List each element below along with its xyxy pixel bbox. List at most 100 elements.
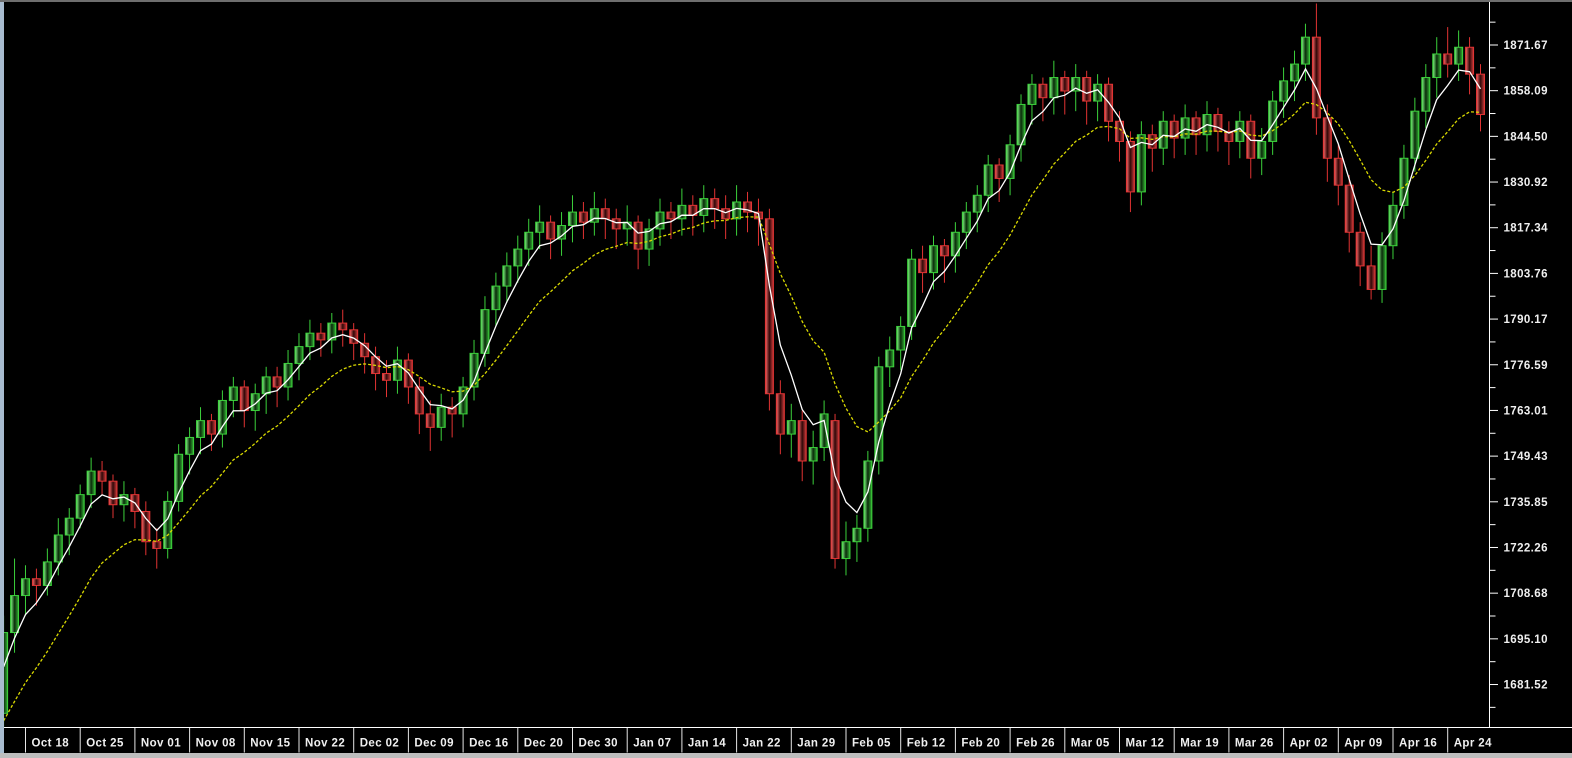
time-axis[interactable]: Oct 18 Oct 25 Nov 01 Nov 08 Nov 15 Nov 22 Dec …: [0, 727, 1572, 753]
candle-78: [852, 514, 862, 562]
candle-body-up: [863, 460, 873, 529]
candle-132: [1443, 27, 1453, 78]
candle-body-down: [830, 420, 840, 560]
candle-116: [1268, 90, 1278, 155]
date-tick-label: Dec 02: [360, 738, 399, 750]
candle-103: [1125, 131, 1135, 213]
date-tick-label: Nov 15: [250, 738, 290, 750]
candle-body-down: [316, 332, 326, 341]
candle-135: [1476, 64, 1485, 132]
candle-41: [447, 397, 457, 438]
candle-body-up: [64, 517, 74, 536]
candle-17: [185, 427, 195, 475]
date-tick-label: Feb 20: [961, 738, 1000, 750]
candle-27: [294, 333, 304, 381]
candle-94: [1027, 74, 1037, 125]
date-tick-label: Feb 26: [1016, 738, 1055, 750]
candle-72: [786, 403, 796, 458]
candle-body-up: [228, 386, 238, 401]
candle-body-down: [1311, 36, 1321, 119]
candle-body-up: [75, 494, 85, 519]
candle-18: [196, 407, 206, 455]
date-tick-label: Apr 24: [1454, 738, 1492, 750]
candle-body-down: [666, 211, 676, 220]
candle-body-up: [732, 201, 742, 220]
candle-8: [86, 457, 96, 509]
candle-128: [1399, 144, 1409, 219]
candle-body-down: [206, 420, 216, 435]
candle-body-up: [1432, 53, 1442, 79]
candle-body-up: [1454, 46, 1464, 65]
candle-body-up: [841, 541, 851, 560]
candle-body-up: [163, 500, 173, 549]
candle-53: [578, 201, 588, 239]
candle-3: [31, 568, 41, 606]
date-tick-label: Apr 09: [1344, 738, 1382, 750]
price-axis[interactable]: 1871.67 1858.09 1844.50 1830.92 1817.34 1803.…: [1489, 2, 1549, 728]
candle-88: [961, 201, 971, 250]
date-tick-label: Apr 16: [1399, 738, 1437, 750]
candle-38: [414, 376, 424, 435]
candle-76: [830, 413, 840, 569]
candle-body-up: [961, 211, 971, 233]
candle-body-up: [885, 349, 895, 368]
candle-body-up: [250, 393, 260, 412]
candle-75: [819, 400, 829, 461]
candle-14: [152, 528, 162, 569]
date-tick-label: Nov 01: [141, 738, 181, 750]
candle-body-down: [721, 208, 731, 220]
candle-body-down: [1443, 53, 1453, 65]
candle-body-up: [874, 366, 884, 462]
candle-54: [589, 191, 599, 236]
candle-47: [513, 235, 523, 283]
price-tick-label: 1735.85: [1504, 497, 1549, 509]
price-tick-label: 1790.17: [1504, 314, 1548, 326]
candle-body-down: [152, 541, 162, 549]
candle-body-up: [907, 258, 917, 327]
date-tick-label: Dec 16: [469, 738, 508, 750]
candle-131: [1432, 37, 1442, 98]
candle-body-up: [392, 359, 402, 381]
candle-body-up: [644, 228, 654, 250]
candle-body-up: [1300, 36, 1310, 65]
candle-46: [502, 252, 512, 303]
candle-body-down: [1476, 73, 1485, 116]
candle-body-up: [119, 494, 129, 506]
candle-body-up: [567, 211, 577, 227]
date-tick-label: Mar 05: [1071, 738, 1110, 750]
candle-body-down: [1333, 157, 1343, 186]
candle-body-down: [600, 208, 610, 220]
candle-9: [97, 460, 107, 495]
candle-body-down: [764, 218, 774, 395]
candle-134: [1465, 37, 1475, 95]
candle-body-up: [655, 211, 665, 230]
candle-100: [1093, 74, 1103, 122]
date-tick-label: Dec 09: [414, 738, 453, 750]
candle-body-down: [939, 245, 949, 257]
candle-body-up: [699, 198, 709, 216]
candle-body-down: [349, 329, 359, 344]
candle-body-up: [1257, 140, 1267, 159]
candle-86: [939, 238, 949, 283]
candle-body-up: [1399, 157, 1409, 206]
candle-body-up: [1027, 83, 1037, 105]
candle-115: [1257, 127, 1267, 176]
price-tick-label: 1695.10: [1504, 634, 1548, 646]
candle-body-up: [808, 447, 818, 462]
candle-90: [983, 154, 993, 213]
candle-body-up: [819, 413, 829, 449]
date-tick-label: Oct 18: [32, 738, 70, 750]
candle-104: [1136, 121, 1146, 206]
candle-36: [392, 346, 402, 394]
candle-body-down: [710, 198, 720, 210]
candle-79: [863, 450, 873, 542]
candle-body-down: [1465, 46, 1475, 75]
candle-body-up: [1136, 134, 1146, 193]
candle-122: [1333, 144, 1343, 206]
candle-body-up: [1268, 100, 1278, 142]
candle-body-up: [852, 527, 862, 543]
candle-body-up: [1049, 77, 1059, 99]
candle-body-up: [929, 245, 938, 274]
